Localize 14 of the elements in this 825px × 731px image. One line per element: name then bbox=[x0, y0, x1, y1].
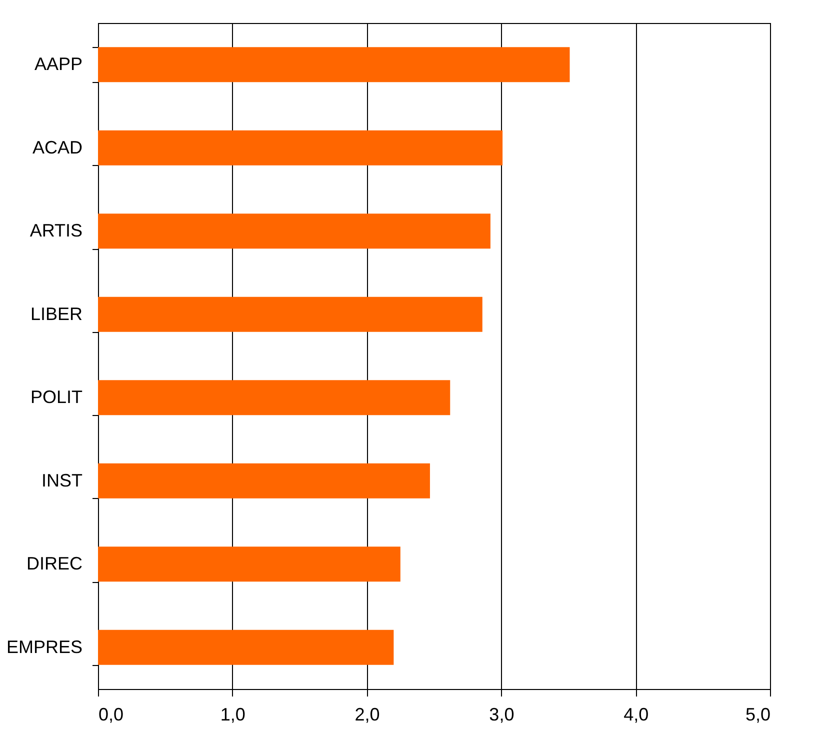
x-tick-label: 2,0 bbox=[354, 704, 380, 724]
y-tick-label: ARTIS bbox=[30, 220, 82, 241]
y-tick-label: LIBER bbox=[30, 304, 82, 324]
y-tick-label: EMPRES bbox=[6, 636, 82, 657]
y-tick-label: DIREC bbox=[26, 554, 82, 574]
y-tick-label: INST bbox=[41, 470, 82, 490]
x-tick-label: 5,0 bbox=[745, 704, 770, 724]
y-tick-label: POLIT bbox=[30, 387, 83, 408]
y-tick-label: ACAD bbox=[32, 137, 82, 158]
x-tick-label: 4,0 bbox=[624, 704, 649, 724]
y-tick-label: AAPP bbox=[34, 54, 82, 74]
x-tick-label: 1,0 bbox=[220, 704, 246, 724]
x-tick-label: 0,0 bbox=[98, 704, 124, 724]
x-tick-label: 3,0 bbox=[489, 704, 514, 724]
